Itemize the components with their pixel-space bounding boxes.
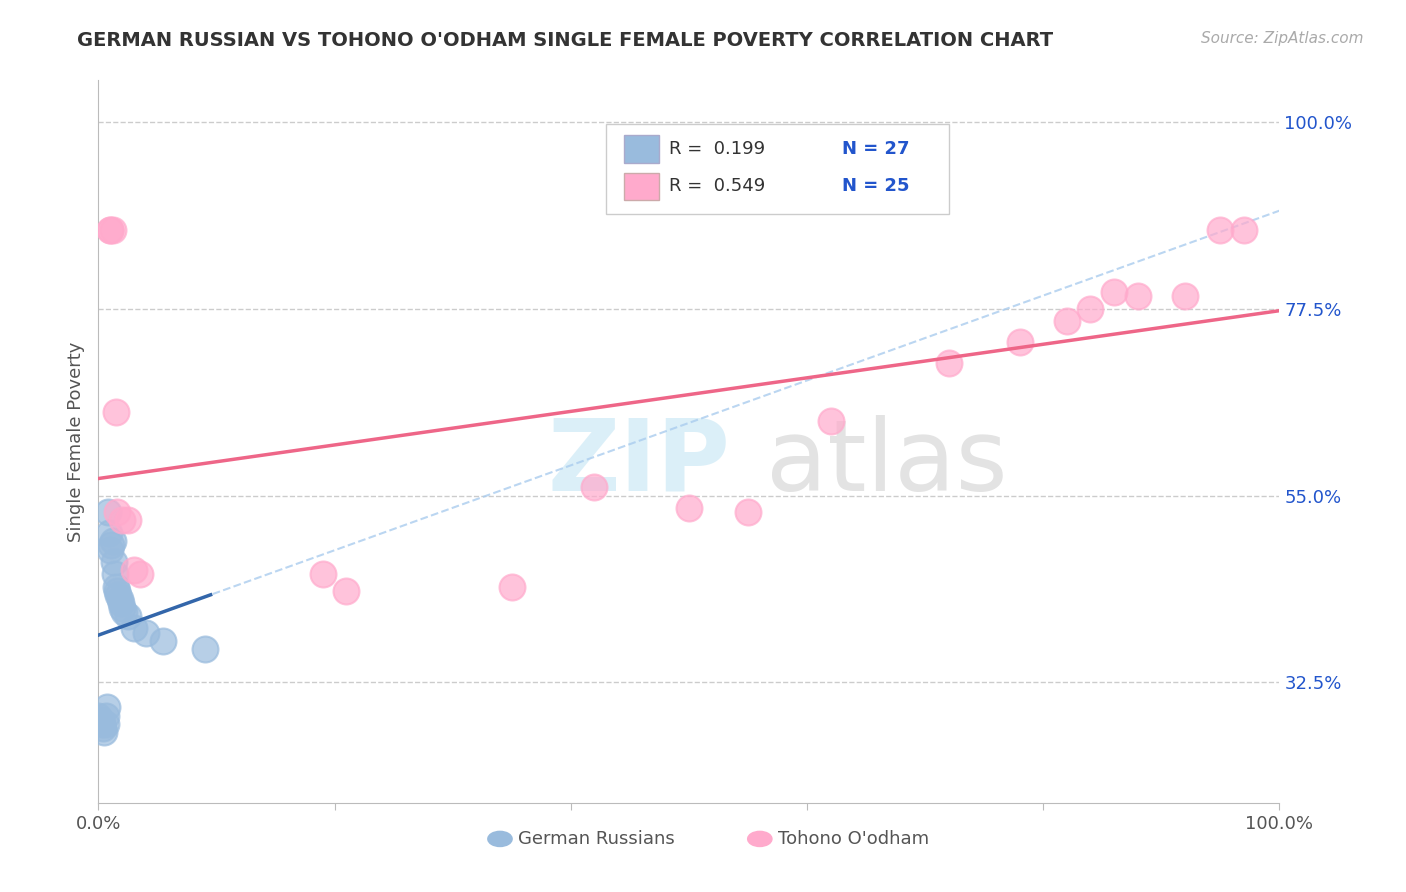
Point: [110, 597, 132, 611]
Point: [1126, 289, 1149, 303]
Point: [1102, 285, 1125, 299]
Point: [112, 605, 135, 619]
Point: [90, 713, 112, 727]
Point: [105, 505, 128, 519]
Y-axis label: Single Female Poverty: Single Female Poverty: [66, 342, 84, 541]
Point: [111, 600, 134, 615]
Point: [1056, 314, 1078, 328]
Point: [105, 584, 128, 599]
Point: [820, 414, 842, 428]
Point: [101, 223, 124, 237]
Point: [135, 625, 157, 640]
FancyBboxPatch shape: [624, 136, 659, 162]
Point: [1209, 223, 1232, 237]
Text: N = 27: N = 27: [842, 140, 910, 158]
Point: [107, 588, 129, 602]
Point: [678, 500, 700, 515]
Point: [104, 567, 127, 582]
Point: [194, 642, 217, 657]
Text: N = 25: N = 25: [842, 178, 910, 195]
Point: [117, 513, 139, 527]
Point: [103, 555, 125, 569]
Text: Tohono O'odham: Tohono O'odham: [778, 830, 928, 848]
Point: [737, 505, 759, 519]
Text: ZIP: ZIP: [547, 415, 730, 512]
Point: [94, 717, 117, 731]
Circle shape: [488, 831, 512, 847]
Point: [1174, 289, 1197, 303]
Text: German Russians: German Russians: [517, 830, 675, 848]
Point: [105, 580, 128, 594]
Point: [1233, 223, 1256, 237]
Text: R =  0.549: R = 0.549: [669, 178, 765, 195]
Point: [94, 708, 117, 723]
Point: [105, 405, 128, 419]
Point: [98, 525, 121, 540]
Point: [98, 542, 121, 557]
Point: [96, 700, 118, 714]
Circle shape: [748, 831, 772, 847]
Text: atlas: atlas: [766, 415, 1007, 512]
Point: [128, 567, 150, 582]
Point: [91, 717, 114, 731]
Text: Source: ZipAtlas.com: Source: ZipAtlas.com: [1201, 31, 1364, 46]
Point: [938, 356, 960, 370]
Point: [583, 480, 606, 494]
Point: [335, 584, 357, 599]
Point: [91, 721, 114, 735]
Point: [108, 592, 131, 607]
Text: R =  0.199: R = 0.199: [669, 140, 765, 158]
Point: [98, 223, 121, 237]
Point: [97, 505, 120, 519]
FancyBboxPatch shape: [624, 173, 659, 200]
Text: GERMAN RUSSIAN VS TOHONO O'ODHAM SINGLE FEMALE POVERTY CORRELATION CHART: GERMAN RUSSIAN VS TOHONO O'ODHAM SINGLE …: [77, 31, 1053, 50]
Point: [93, 725, 115, 739]
Point: [101, 534, 124, 549]
Point: [501, 580, 523, 594]
Point: [98, 223, 121, 237]
Point: [1080, 301, 1102, 316]
Point: [117, 609, 139, 624]
FancyBboxPatch shape: [606, 124, 949, 214]
Point: [1008, 334, 1031, 349]
Point: [122, 621, 145, 635]
Point: [87, 708, 110, 723]
Point: [312, 567, 335, 582]
Point: [152, 633, 174, 648]
Point: [122, 563, 145, 577]
Point: [111, 513, 134, 527]
Point: [100, 538, 122, 552]
